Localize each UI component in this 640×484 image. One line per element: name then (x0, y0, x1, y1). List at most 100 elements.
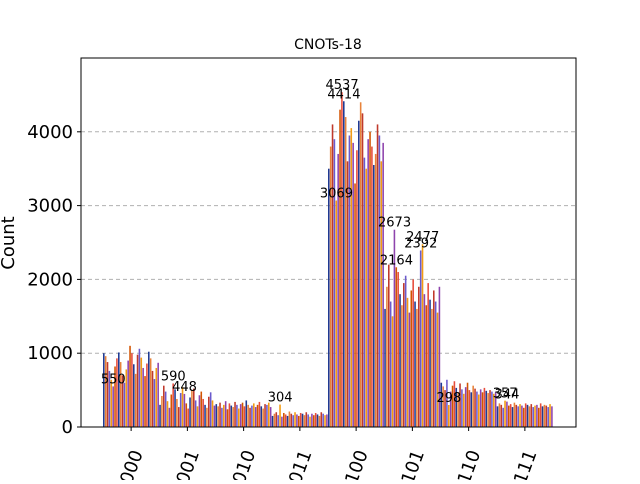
bar (419, 250, 422, 427)
data-label: 304 (268, 391, 293, 406)
bar (476, 391, 478, 427)
x-tick-label: 010 (229, 447, 260, 480)
data-label: 2673 (378, 216, 411, 231)
bar (328, 168, 330, 427)
bar (491, 391, 493, 427)
bar (309, 416, 311, 427)
data-label: 344 (495, 388, 520, 403)
bar (391, 316, 394, 427)
bar (239, 404, 242, 427)
bar (457, 393, 459, 427)
bar (213, 405, 216, 427)
bar (348, 135, 351, 428)
bar (397, 272, 399, 427)
bar (221, 407, 223, 427)
bar (543, 404, 546, 427)
bar (155, 367, 158, 427)
bar (194, 400, 197, 427)
bar (329, 146, 332, 427)
bar (459, 383, 461, 427)
bar (494, 392, 497, 427)
bar (219, 402, 221, 427)
bar (412, 279, 414, 427)
x-tick-label: 101 (397, 447, 428, 480)
bar (206, 407, 208, 427)
bar (116, 358, 118, 427)
bar (279, 404, 281, 427)
bar (131, 353, 133, 427)
bar (479, 389, 482, 427)
bar (515, 404, 518, 427)
bar (395, 267, 398, 427)
bar (178, 407, 180, 427)
data-label: 4414 (327, 87, 360, 102)
bar (418, 286, 420, 427)
bar (403, 283, 405, 427)
bar (114, 366, 116, 427)
bar (389, 301, 392, 427)
plot-frame (80, 57, 577, 428)
bar (513, 402, 516, 427)
bar (172, 383, 174, 427)
bar (254, 407, 257, 427)
bar (524, 403, 527, 427)
bar (284, 414, 287, 427)
bar (303, 415, 306, 427)
bar (133, 364, 135, 427)
bar (322, 413, 324, 427)
bar (386, 286, 388, 427)
bar (275, 412, 278, 427)
bar (103, 353, 105, 427)
bar (119, 362, 122, 427)
bar (500, 404, 503, 427)
bar (352, 142, 354, 427)
bar (519, 404, 521, 427)
bar (277, 415, 279, 427)
x-tick-label: 110 (454, 447, 485, 480)
bar (504, 400, 506, 427)
bar (346, 161, 349, 427)
bar (170, 394, 173, 427)
bar (191, 390, 193, 427)
y-tick-label: 2000 (27, 269, 73, 290)
bar (260, 406, 263, 427)
y-tick-label: 4000 (27, 122, 73, 143)
bar (256, 404, 259, 427)
bar (268, 402, 270, 427)
bar (262, 408, 264, 427)
bar (290, 413, 293, 427)
bar (181, 387, 184, 427)
bar (478, 394, 480, 427)
bar (299, 412, 302, 427)
bar (204, 404, 206, 427)
bar (273, 413, 276, 427)
bar (161, 396, 163, 427)
data-label: 590 (161, 369, 186, 384)
bar (258, 401, 261, 427)
bar (526, 404, 529, 427)
bar (547, 407, 549, 427)
bar (455, 387, 458, 427)
bar (468, 390, 471, 427)
bar (236, 404, 238, 427)
bars-layer (103, 92, 553, 428)
bar (249, 407, 251, 427)
bar (286, 415, 289, 427)
bar (224, 401, 227, 427)
chart-title: CNOTs-18 (294, 37, 362, 53)
bar (318, 415, 321, 427)
x-tick-label: 111 (510, 447, 541, 480)
bar (511, 407, 514, 427)
bar (305, 412, 308, 427)
bar (493, 393, 495, 427)
data-label: 2392 (404, 236, 437, 251)
bar (230, 405, 233, 427)
bar (530, 404, 533, 427)
bar (541, 406, 544, 427)
bar (335, 200, 338, 427)
bar (414, 301, 416, 427)
bar (283, 412, 285, 427)
bar (211, 400, 214, 427)
